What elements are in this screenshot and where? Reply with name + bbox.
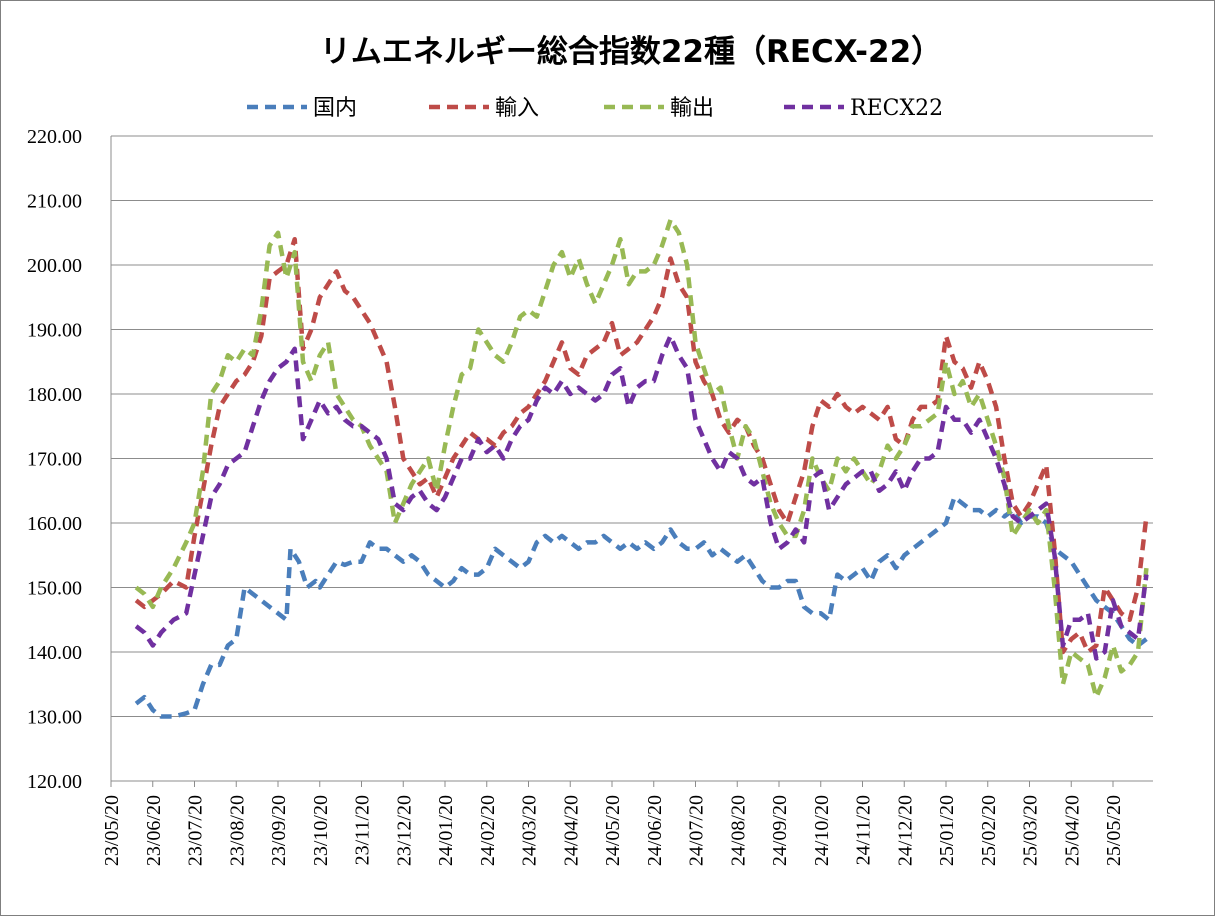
x-tick-label: 23/05/20 bbox=[101, 795, 123, 866]
x-tick-label: 23/07/20 bbox=[185, 795, 207, 866]
y-tick-label: 170.00 bbox=[27, 449, 82, 471]
y-tick-label: 200.00 bbox=[27, 255, 82, 277]
y-axis-ticks: 120.00 130.00 140.00 150.00 160.00 170.00 180.… bbox=[27, 126, 82, 793]
x-tick-label: 23/08/20 bbox=[226, 795, 248, 866]
y-tick-label: 150.00 bbox=[27, 578, 82, 600]
legend-label-1: 輸入 bbox=[495, 96, 539, 121]
x-tick-label: 24/03/20 bbox=[519, 795, 541, 866]
y-tick-label: 140.00 bbox=[27, 642, 82, 664]
x-axis-ticks: 23/05/20 23/06/20 23/07/20 23/08/20 23/09/20… bbox=[101, 781, 1125, 866]
legend-label-2: 輸出 bbox=[670, 96, 714, 121]
y-tick-label: 190.00 bbox=[27, 320, 82, 342]
x-tick-label: 24/05/20 bbox=[602, 795, 624, 866]
x-tick-label: 24/11/20 bbox=[853, 795, 875, 865]
x-tick-label: 24/02/20 bbox=[477, 795, 499, 866]
x-tick-label: 25/05/20 bbox=[1103, 795, 1125, 866]
y-tick-label: 120.00 bbox=[27, 771, 82, 793]
y-tick-label: 180.00 bbox=[27, 384, 82, 406]
series-line-0 bbox=[134, 494, 1148, 719]
chart-title: リムエネルギー総合指数22種（RECX-22） bbox=[320, 34, 942, 70]
x-tick-label: 23/12/20 bbox=[393, 795, 415, 866]
series-line-3 bbox=[134, 333, 1149, 661]
y-tick-label: 210.00 bbox=[27, 191, 82, 213]
y-tick-label: 130.00 bbox=[27, 707, 82, 729]
x-tick-label: 23/11/20 bbox=[352, 795, 374, 865]
x-tick-label: 25/03/20 bbox=[1020, 795, 1042, 866]
x-tick-label: 24/04/20 bbox=[560, 795, 582, 866]
x-tick-label: 24/12/20 bbox=[894, 795, 916, 866]
legend: 国内 輸入 輸出 RECX22 bbox=[247, 96, 943, 121]
x-tick-label: 25/02/20 bbox=[978, 795, 1000, 866]
series-lines bbox=[134, 217, 1149, 719]
x-tick-label: 23/06/20 bbox=[143, 795, 165, 866]
x-tick-label: 24/09/20 bbox=[769, 795, 791, 866]
legend-label-3: RECX22 bbox=[850, 96, 943, 121]
x-tick-label: 25/04/20 bbox=[1061, 795, 1083, 866]
series-line-2 bbox=[134, 217, 1149, 700]
x-tick-label: 24/07/20 bbox=[686, 795, 708, 866]
x-tick-label: 25/01/20 bbox=[936, 795, 958, 866]
x-tick-label: 24/10/20 bbox=[811, 795, 833, 866]
x-tick-label: 24/08/20 bbox=[727, 795, 749, 866]
y-tick-label: 160.00 bbox=[27, 513, 82, 535]
x-tick-label: 23/10/20 bbox=[310, 795, 332, 866]
x-tick-label: 24/06/20 bbox=[644, 795, 666, 866]
x-tick-label: 23/09/20 bbox=[268, 795, 290, 866]
x-tick-label: 24/01/20 bbox=[435, 795, 457, 866]
legend-label-0: 国内 bbox=[313, 96, 357, 121]
y-tick-label: 220.00 bbox=[27, 126, 82, 148]
grid-lines bbox=[110, 135, 1153, 782]
